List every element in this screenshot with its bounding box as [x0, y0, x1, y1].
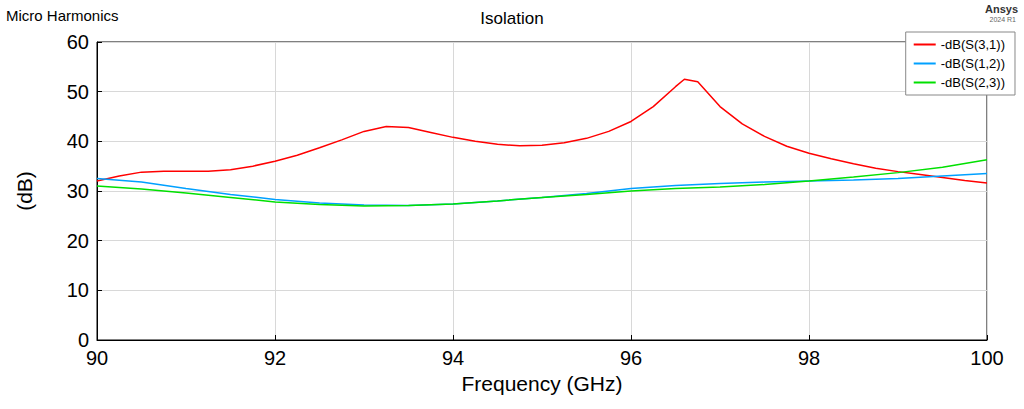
- svg-text:96: 96: [620, 347, 642, 369]
- svg-text:2024 R1: 2024 R1: [990, 16, 1017, 23]
- svg-text:20: 20: [67, 230, 89, 252]
- svg-text:10: 10: [67, 279, 89, 301]
- svg-text:(dB): (dB): [13, 171, 36, 211]
- svg-text:-dB(S(1,2)): -dB(S(1,2)): [941, 56, 1005, 71]
- svg-text:Ansys: Ansys: [985, 3, 1018, 15]
- svg-text:94: 94: [442, 347, 464, 369]
- svg-text:Micro Harmonics: Micro Harmonics: [6, 7, 119, 24]
- svg-text:-dB(S(3,1)): -dB(S(3,1)): [941, 37, 1005, 52]
- svg-text:40: 40: [67, 130, 89, 152]
- svg-text:0: 0: [77, 329, 89, 351]
- svg-text:90: 90: [86, 347, 108, 369]
- svg-text:Isolation: Isolation: [480, 9, 543, 28]
- svg-text:Frequency (GHz): Frequency (GHz): [461, 372, 622, 395]
- svg-text:98: 98: [798, 347, 820, 369]
- svg-text:50: 50: [67, 81, 89, 103]
- svg-text:92: 92: [264, 347, 286, 369]
- svg-text:100: 100: [970, 347, 1003, 369]
- svg-text:30: 30: [67, 180, 89, 202]
- svg-text:-dB(S(2,3)): -dB(S(2,3)): [941, 75, 1005, 90]
- svg-text:60: 60: [67, 31, 89, 53]
